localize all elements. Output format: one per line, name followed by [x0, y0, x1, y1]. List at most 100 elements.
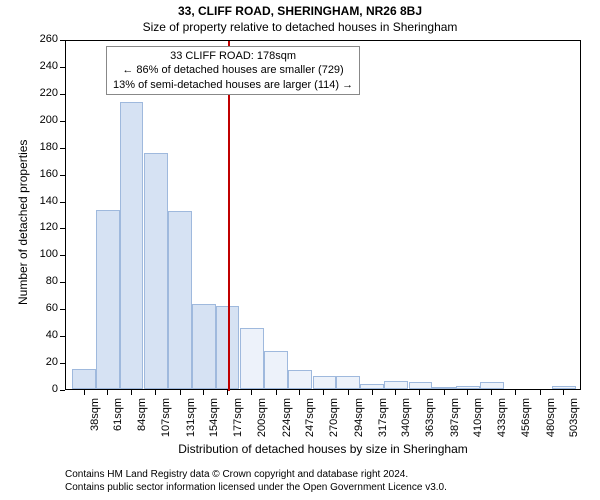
- histogram-bar: [336, 376, 360, 389]
- y-tick-mark: [60, 94, 65, 95]
- histogram-bar: [72, 369, 96, 389]
- histogram-bar: [144, 153, 168, 389]
- histogram-bar: [480, 382, 504, 389]
- x-tick-label: 317sqm: [377, 398, 389, 448]
- x-tick-mark: [84, 390, 85, 395]
- x-tick-mark: [227, 390, 228, 395]
- y-axis-label: Number of detached properties: [16, 140, 30, 305]
- y-tick-mark: [60, 40, 65, 41]
- y-tick-mark: [60, 121, 65, 122]
- x-tick-label: 456sqm: [520, 398, 532, 448]
- annotation-line-3: 13% of semi-detached houses are larger (…: [113, 78, 353, 92]
- histogram-bar: [96, 210, 120, 389]
- x-tick-label: 200sqm: [256, 398, 268, 448]
- x-tick-mark: [419, 390, 420, 395]
- x-tick-mark: [540, 390, 541, 395]
- y-tick-label: 160: [30, 168, 58, 180]
- x-tick-label: 503sqm: [568, 398, 580, 448]
- x-tick-label: 410sqm: [472, 398, 484, 448]
- x-tick-mark: [299, 390, 300, 395]
- x-tick-mark: [348, 390, 349, 395]
- y-tick-label: 100: [30, 248, 58, 260]
- x-tick-mark: [180, 390, 181, 395]
- y-tick-label: 140: [30, 195, 58, 207]
- histogram-bar: [192, 304, 216, 389]
- y-tick-mark: [60, 390, 65, 391]
- x-tick-mark: [515, 390, 516, 395]
- y-tick-mark: [60, 228, 65, 229]
- y-tick-label: 120: [30, 221, 58, 233]
- histogram-bar: [240, 328, 264, 389]
- y-tick-label: 20: [30, 356, 58, 368]
- x-tick-label: 154sqm: [208, 398, 220, 448]
- y-tick-mark: [60, 67, 65, 68]
- histogram-bar: [409, 382, 433, 389]
- x-tick-label: 84sqm: [136, 398, 148, 448]
- histogram-bar: [120, 102, 144, 389]
- y-tick-mark: [60, 175, 65, 176]
- x-tick-mark: [276, 390, 277, 395]
- x-tick-label: 363sqm: [424, 398, 436, 448]
- y-tick-mark: [60, 255, 65, 256]
- y-tick-mark: [60, 148, 65, 149]
- y-tick-mark: [60, 202, 65, 203]
- x-tick-mark: [491, 390, 492, 395]
- histogram-bar: [360, 384, 384, 389]
- y-tick-mark: [60, 336, 65, 337]
- x-tick-label: 38sqm: [89, 398, 101, 448]
- y-tick-mark: [60, 363, 65, 364]
- histogram-bar: [384, 381, 408, 389]
- y-tick-label: 0: [30, 383, 58, 395]
- x-tick-label: 107sqm: [160, 398, 172, 448]
- y-tick-label: 40: [30, 329, 58, 341]
- x-tick-label: 480sqm: [545, 398, 557, 448]
- histogram-bar: [288, 370, 312, 389]
- x-tick-mark: [131, 390, 132, 395]
- attribution-line-1: Contains HM Land Registry data © Crown c…: [65, 468, 447, 481]
- chart-sub-title: Size of property relative to detached ho…: [0, 20, 600, 34]
- x-tick-mark: [395, 390, 396, 395]
- histogram-bar: [264, 351, 288, 389]
- y-tick-label: 200: [30, 114, 58, 126]
- attribution-line-2: Contains public sector information licen…: [65, 481, 447, 494]
- x-tick-label: 340sqm: [400, 398, 412, 448]
- y-tick-label: 260: [30, 33, 58, 45]
- chart-super-title: 33, CLIFF ROAD, SHERINGHAM, NR26 8BJ: [0, 4, 600, 18]
- x-tick-label: 247sqm: [304, 398, 316, 448]
- y-tick-label: 180: [30, 141, 58, 153]
- y-tick-mark: [60, 282, 65, 283]
- attribution-text: Contains HM Land Registry data © Crown c…: [65, 468, 447, 494]
- x-tick-mark: [372, 390, 373, 395]
- x-tick-mark: [155, 390, 156, 395]
- annotation-line-2: ← 86% of detached houses are smaller (72…: [113, 63, 353, 77]
- histogram-bar: [432, 387, 456, 389]
- x-tick-mark: [107, 390, 108, 395]
- x-tick-label: 387sqm: [449, 398, 461, 448]
- x-tick-label: 433sqm: [496, 398, 508, 448]
- x-tick-mark: [251, 390, 252, 395]
- x-tick-mark: [467, 390, 468, 395]
- x-tick-label: 177sqm: [232, 398, 244, 448]
- x-tick-label: 224sqm: [281, 398, 293, 448]
- x-tick-label: 270sqm: [328, 398, 340, 448]
- y-tick-label: 80: [30, 275, 58, 287]
- histogram-chart: 33, CLIFF ROAD, SHERINGHAM, NR26 8BJ Siz…: [0, 0, 600, 500]
- histogram-bar: [456, 386, 480, 389]
- x-tick-mark: [203, 390, 204, 395]
- y-tick-label: 220: [30, 87, 58, 99]
- histogram-bar: [168, 211, 192, 389]
- y-tick-mark: [60, 309, 65, 310]
- y-tick-label: 60: [30, 302, 58, 314]
- x-tick-mark: [563, 390, 564, 395]
- y-tick-label: 240: [30, 60, 58, 72]
- x-tick-mark: [323, 390, 324, 395]
- x-tick-mark: [444, 390, 445, 395]
- x-tick-label: 131sqm: [185, 398, 197, 448]
- plot-area: 33 CLIFF ROAD: 178sqm← 86% of detached h…: [65, 40, 581, 390]
- annotation-box: 33 CLIFF ROAD: 178sqm← 86% of detached h…: [106, 46, 360, 95]
- x-tick-label: 61sqm: [112, 398, 124, 448]
- annotation-line-1: 33 CLIFF ROAD: 178sqm: [113, 49, 353, 63]
- histogram-bar: [552, 386, 576, 389]
- histogram-bar: [313, 376, 337, 389]
- x-tick-label: 294sqm: [353, 398, 365, 448]
